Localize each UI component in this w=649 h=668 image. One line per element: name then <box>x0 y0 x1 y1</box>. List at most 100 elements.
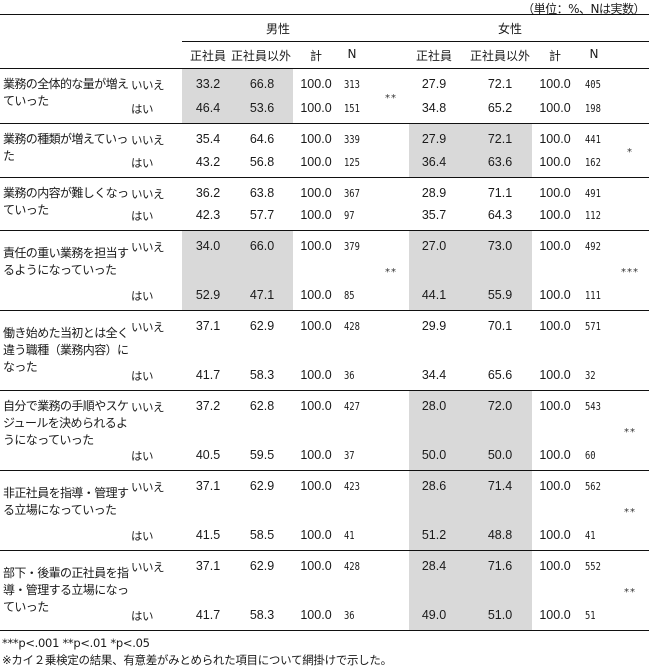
male-yes-val-1: 58.3 <box>249 368 275 382</box>
female-no-val-1: 70.1 <box>487 319 513 333</box>
female-yes-n: 41 <box>585 529 596 542</box>
female-yes-val-0: 51.2 <box>421 528 447 542</box>
female-shade <box>409 124 532 177</box>
row-rule <box>0 470 649 471</box>
female-yes-val-0: 49.0 <box>421 608 447 622</box>
shading-note: ※カイ２乗検定の結果、有意差がみとめられた項目について網掛けで示した。 <box>2 653 392 667</box>
male-no-val-1: 62.9 <box>249 559 275 573</box>
male-yes-val-2: 100.0 <box>300 608 332 622</box>
female-yes-val-1: 51.0 <box>487 608 513 622</box>
row-rule <box>0 630 649 631</box>
male-yes-n: 125 <box>344 156 360 169</box>
female-no-val-1: 72.0 <box>487 399 513 413</box>
female-no-val-0: 28.0 <box>421 399 447 413</box>
female-no-n: 562 <box>585 480 601 493</box>
female-no-n: 492 <box>585 240 601 253</box>
female-no-val-0: 27.9 <box>421 77 447 91</box>
female-yes-val-1: 55.9 <box>487 288 513 302</box>
male-no-val-2: 100.0 <box>300 186 332 200</box>
female-no-val-1: 72.1 <box>487 132 513 146</box>
female-significance: * <box>627 147 633 158</box>
male-yes-val-0: 41.7 <box>195 608 221 622</box>
female-no-val-1: 71.4 <box>487 479 513 493</box>
female-yes-val-0: 44.1 <box>421 288 447 302</box>
item-label: 自分で業務の手順やスケジュールを決められるようになっていった <box>3 399 129 447</box>
male-no-val-1: 63.8 <box>249 186 275 200</box>
female-shade <box>409 551 532 630</box>
male-yes-n: 36 <box>344 609 355 622</box>
female-no-val-0: 29.9 <box>421 319 447 333</box>
male-yes-val-2: 100.0 <box>300 101 332 115</box>
male-col-total: 計 <box>309 49 323 63</box>
item-label: 部下・後輩の正社員を指導・管理する立場になっていった <box>3 565 129 614</box>
female-no-val-1: 71.1 <box>487 186 513 200</box>
female-no-val-0: 27.0 <box>421 239 447 253</box>
answer-no: いいえ <box>131 480 165 494</box>
male-significance: ** <box>385 267 397 278</box>
female-yes-val-2: 100.0 <box>539 528 571 542</box>
female-yes-val-2: 100.0 <box>539 101 571 115</box>
subheader-rule <box>182 41 649 42</box>
male-yes-val-2: 100.0 <box>300 448 332 462</box>
female-yes-val-1: 63.6 <box>487 155 513 169</box>
female-no-val-2: 100.0 <box>539 77 571 91</box>
male-yes-val-1: 58.3 <box>249 608 275 622</box>
male-yes-n: 151 <box>344 102 360 115</box>
male-shade <box>182 69 293 123</box>
female-no-n: 491 <box>585 187 601 200</box>
answer-no: いいえ <box>131 187 165 201</box>
female-yes-val-2: 100.0 <box>539 448 571 462</box>
female-yes-n: 162 <box>585 156 601 169</box>
male-no-val-1: 62.9 <box>249 479 275 493</box>
male-no-n: 367 <box>344 187 360 200</box>
female-col-nonregular: 正社員以外 <box>469 49 531 63</box>
significance-legend: ***p<.001 **p<.01 *p<.05 <box>2 636 150 650</box>
male-no-val-2: 100.0 <box>300 319 332 333</box>
male-yes-val-1: 57.7 <box>249 208 275 222</box>
answer-no: いいえ <box>131 133 165 147</box>
male-significance: ** <box>385 92 397 104</box>
item-label: 業務の内容が難しくなっていった <box>3 186 129 217</box>
female-yes-n: 32 <box>585 369 596 382</box>
answer-yes: はい <box>131 369 154 383</box>
answer-no: いいえ <box>131 320 165 334</box>
female-yes-val-2: 100.0 <box>539 155 571 169</box>
female-yes-val-2: 100.0 <box>539 208 571 222</box>
male-col-regular: 正社員 <box>189 49 227 63</box>
item-label: 働き始めた当初とは全く違う職種（業務内容）になった <box>3 325 129 374</box>
female-col-regular: 正社員 <box>415 49 453 63</box>
female-yes-val-0: 36.4 <box>421 155 447 169</box>
female-no-val-0: 27.9 <box>421 132 447 146</box>
male-no-n: 379 <box>344 240 360 253</box>
row-rule <box>0 230 649 231</box>
male-no-val-1: 66.0 <box>249 239 275 253</box>
answer-no: いいえ <box>131 240 165 254</box>
answer-yes: はい <box>131 449 154 463</box>
female-yes-n: 60 <box>585 449 596 462</box>
male-yes-val-2: 100.0 <box>300 368 332 382</box>
female-no-n: 543 <box>585 400 601 413</box>
female-no-n: 552 <box>585 560 601 573</box>
item-label: 業務の種類が増えていった <box>3 132 128 163</box>
female-yes-val-1: 50.0 <box>487 448 513 462</box>
item-label: 業務の全体的な量が増えていった <box>3 77 129 108</box>
female-yes-val-2: 100.0 <box>539 368 571 382</box>
male-yes-val-0: 43.2 <box>195 155 221 169</box>
female-no-val-2: 100.0 <box>539 186 571 200</box>
answer-no: いいえ <box>131 400 165 414</box>
female-no-n: 441 <box>585 133 601 146</box>
answer-yes: はい <box>131 209 154 223</box>
answer-yes: はい <box>131 529 154 543</box>
female-yes-n: 111 <box>585 289 601 302</box>
row-rule <box>0 550 649 551</box>
male-no-val-0: 37.1 <box>195 559 221 573</box>
male-yes-n: 36 <box>344 369 355 382</box>
female-no-val-2: 100.0 <box>539 559 571 573</box>
female-no-val-1: 72.1 <box>487 77 513 91</box>
female-yes-n: 198 <box>585 102 601 115</box>
female-yes-val-1: 65.2 <box>487 101 513 115</box>
female-shade <box>409 471 532 550</box>
female-yes-val-2: 100.0 <box>539 288 571 302</box>
male-no-val-1: 64.6 <box>249 132 275 146</box>
female-significance: ** <box>624 427 636 438</box>
